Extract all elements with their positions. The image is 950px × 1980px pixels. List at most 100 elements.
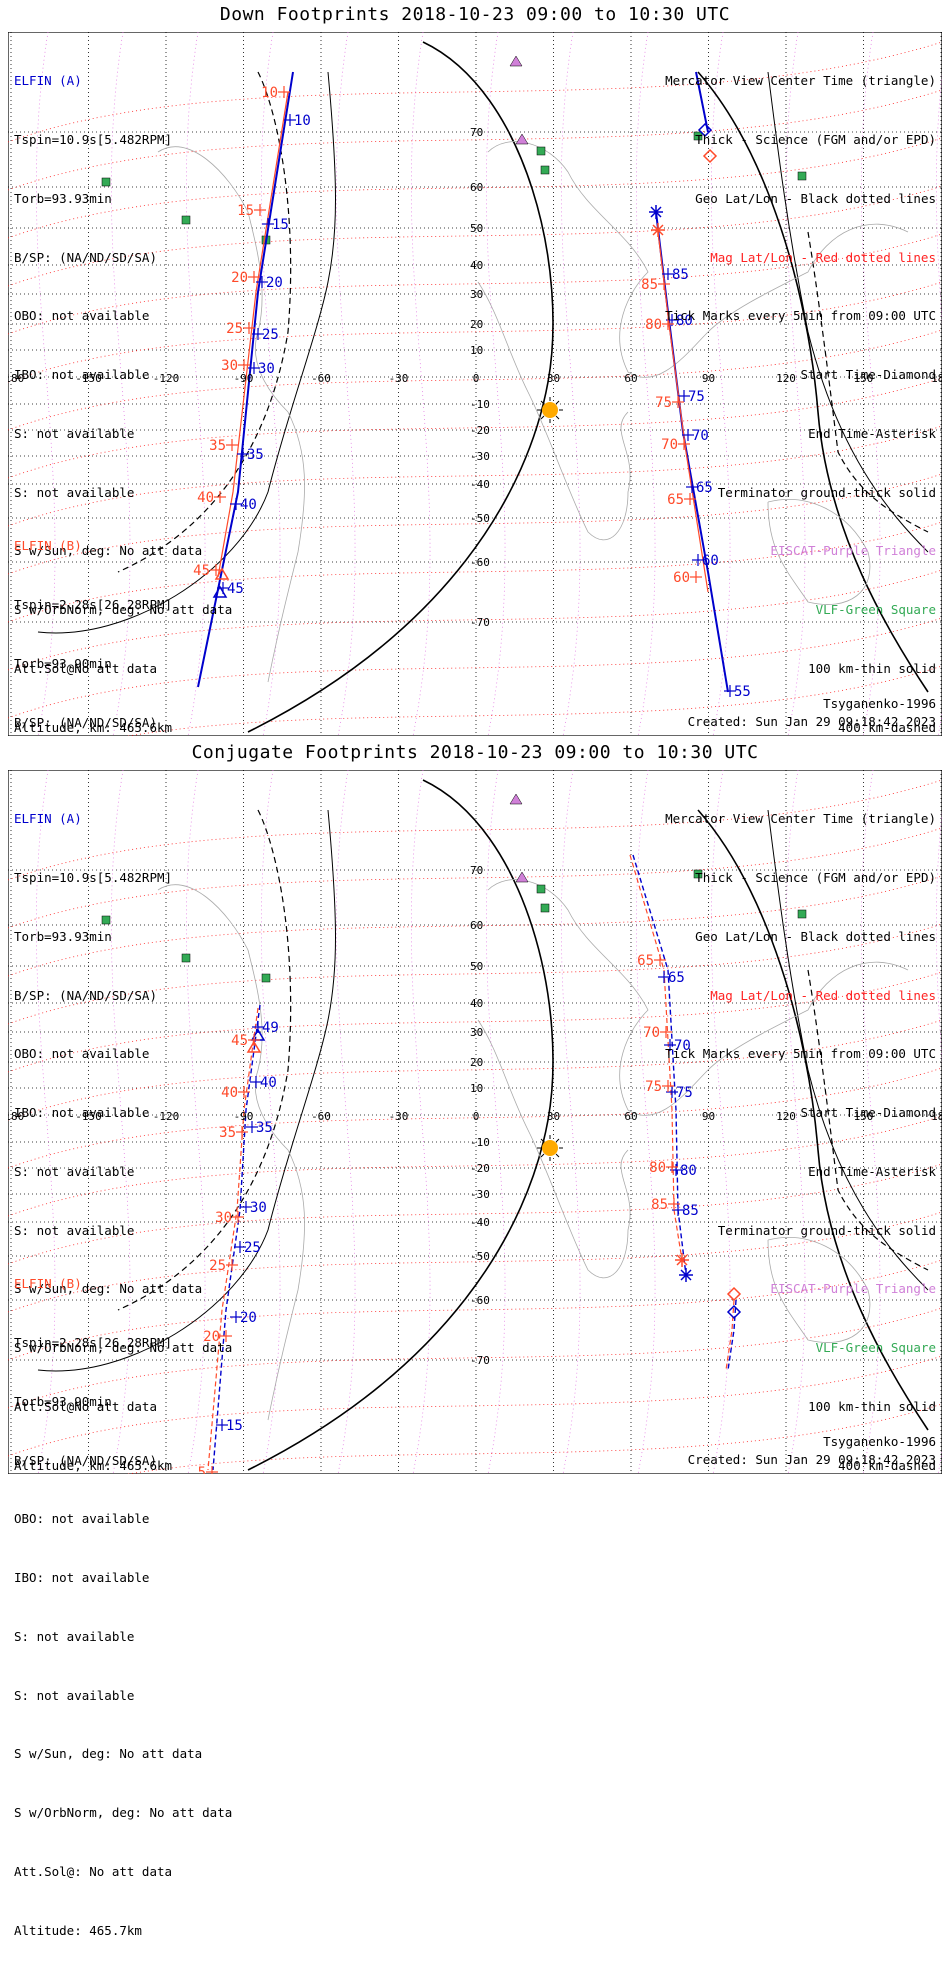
time-tick-label: 35 [209,438,226,454]
markers [212,122,718,598]
mag-parallel [8,137,942,239]
lon-tick-label: 120 [776,372,796,385]
time-tick-label: 15 [237,203,254,219]
vlf-square [101,915,111,925]
time-tick-label: 65 [696,480,713,496]
lon-tick-label: 90 [702,372,715,385]
sun-icon [537,1135,563,1161]
elfin-b-info: ELFIN (B) Tspin=2.28s[26.28RPM] Torb=93.… [14,1235,232,1980]
mag-meridian [861,770,881,1474]
elfin-a-line: S w/Sun, deg: No att data [14,543,203,559]
mag-meridian [36,32,56,736]
lon-tick-label: 60 [624,372,637,385]
elfin-b-line: Torb=93.90min [14,655,112,671]
legend-100km: 100 km-thin solid [808,661,936,676]
vlf-square [536,146,546,156]
legend-eiscat: EISCAT-Purple Triangle [770,1281,936,1297]
lon-tick-label: 0 [473,1110,480,1123]
ground-stations [101,793,807,983]
lat-tick-label: 70 [470,864,483,877]
mag-meridian [711,770,731,1474]
elfin-a-line: S: not available [14,1163,135,1179]
mag-meridian [936,812,942,1474]
time-tick-label: 80 [645,317,662,333]
eiscat-triangle [515,871,529,883]
mag-meridian [261,770,281,1474]
terminator [37,779,929,1471]
lon-tick-label: -150 [75,1110,102,1123]
time-tick-label: 30 [258,361,275,377]
mag-meridian [786,770,806,1474]
mag-meridian [636,770,656,1474]
mag-meridian [411,32,431,736]
mag-meridian [861,32,881,736]
elfin-b-line: Tspin=2.28s[26.28RPM] [14,596,173,612]
elfin-a-line: Tspin=10.9s[5.482RPM] [14,131,173,147]
lon-tick-label: 120 [776,1110,796,1123]
coastlines [157,141,909,683]
elfin-a-line: Altitude, km: 465.6km [14,719,173,735]
time-tick-label: 65 [667,492,684,508]
time-tick-label: 5 [198,1465,206,1474]
elfin-a-line: OBO: not available [14,1046,150,1062]
lon-tick-label: 30 [547,372,560,385]
vlf-square [540,165,550,175]
time-tick-label: 85 [641,277,658,293]
legend-eiscat: EISCAT-Purple Triangle [770,543,936,559]
mag-parallel [126,665,942,736]
panel-title: Conjugate Footprints 2018-10-23 09:00 to… [191,742,759,763]
mag-parallel [8,1307,942,1409]
lat-tick-label: 50 [470,960,483,973]
created-label: Created: Sun Jan 29 09:18:42 2023 [687,1452,936,1467]
legend-center: Mercator View Center Time (triangle) [665,73,936,89]
legend-thick: Thick - Science (FGM and/or EPD) [695,131,936,147]
elfin-b-line: B/SP: (NA/ND/SD/SA) [14,714,157,730]
lat-tick-label: -10 [470,398,490,411]
time-tick-label: 70 [674,1038,691,1054]
mag-parallel [8,1067,942,1169]
elfin-a-label: ELFIN (A) [14,811,82,827]
elfin-a-line: S w/OrbNorm, deg: No att data [14,602,233,618]
tick-labels-bottom: 49 40 35 30 25 20 15 45 40 35 30 25 20 5 65 70 75 80 85 65 7… [198,953,699,1474]
legend-ticks: Tick Marks every 5min from 09:00 UTC [665,308,936,324]
lon-tick-label: -180 [8,372,24,385]
lat-tick-label: -30 [470,450,490,463]
time-tick-label: 40 [240,497,257,513]
lon-tick-label: -90 [234,372,254,385]
lat-tick-label: 70 [470,126,483,139]
end-asterisk [651,223,665,237]
elfin-a-line: Torb=93.93min [14,928,112,944]
lon-tick-label: -180 [8,1110,24,1123]
mag-meridian [711,32,731,736]
down-footprints-panel: Down Footprints 2018-10-23 09:00 to 10:3… [0,0,950,1200]
mag-meridian [486,770,506,1474]
lon-tick-label: 90 [702,1110,715,1123]
axis-labels: -180 -150 -120 -90 -60 -30 0 30 60 90 120 150 180 70 6… [8,864,942,1367]
elfin-b-label: ELFIN (B) [14,538,82,554]
elfin-a-line: Torb=93.93min [14,190,112,206]
elfin-a-info: ELFIN (A) Tspin=10.9s[5.482RPM] Torb=93.… [14,770,232,1515]
mag-meridian [336,32,356,736]
time-tick-label: 65 [668,970,685,986]
lat-tick-label: -40 [470,1216,490,1229]
time-tick-label: 20 [240,1310,257,1326]
lat-tick-label: 20 [470,318,483,331]
mag-meridian [636,32,656,736]
eiscat-triangle [509,793,523,805]
time-tick-label: 70 [643,1025,660,1041]
time-tick-label: 35 [247,447,264,463]
end-asterisk [679,1268,693,1282]
elfin-b-line: B/SP: (NA/ND/SD/SA) [14,1452,157,1468]
vlf-square [540,903,550,913]
time-tick-label: 30 [250,1200,267,1216]
lon-tick-label: -90 [234,1110,254,1123]
lon-tick-label: 150 [854,372,874,385]
mag-parallel [8,41,942,143]
elfin-b-line: S w/Sun, deg: No att data [14,1746,203,1762]
tick-labels-top: 10 15 20 25 30 35 40 45 10 15 20 25 30 35 40 45 85 80 75 70… [193,85,751,700]
mag-meridian [486,32,506,736]
elfin-a-line: S: not available [14,425,135,441]
lon-tick-label: -60 [311,372,331,385]
lat-tick-label: 30 [470,288,483,301]
mag-parallel [8,1355,942,1457]
